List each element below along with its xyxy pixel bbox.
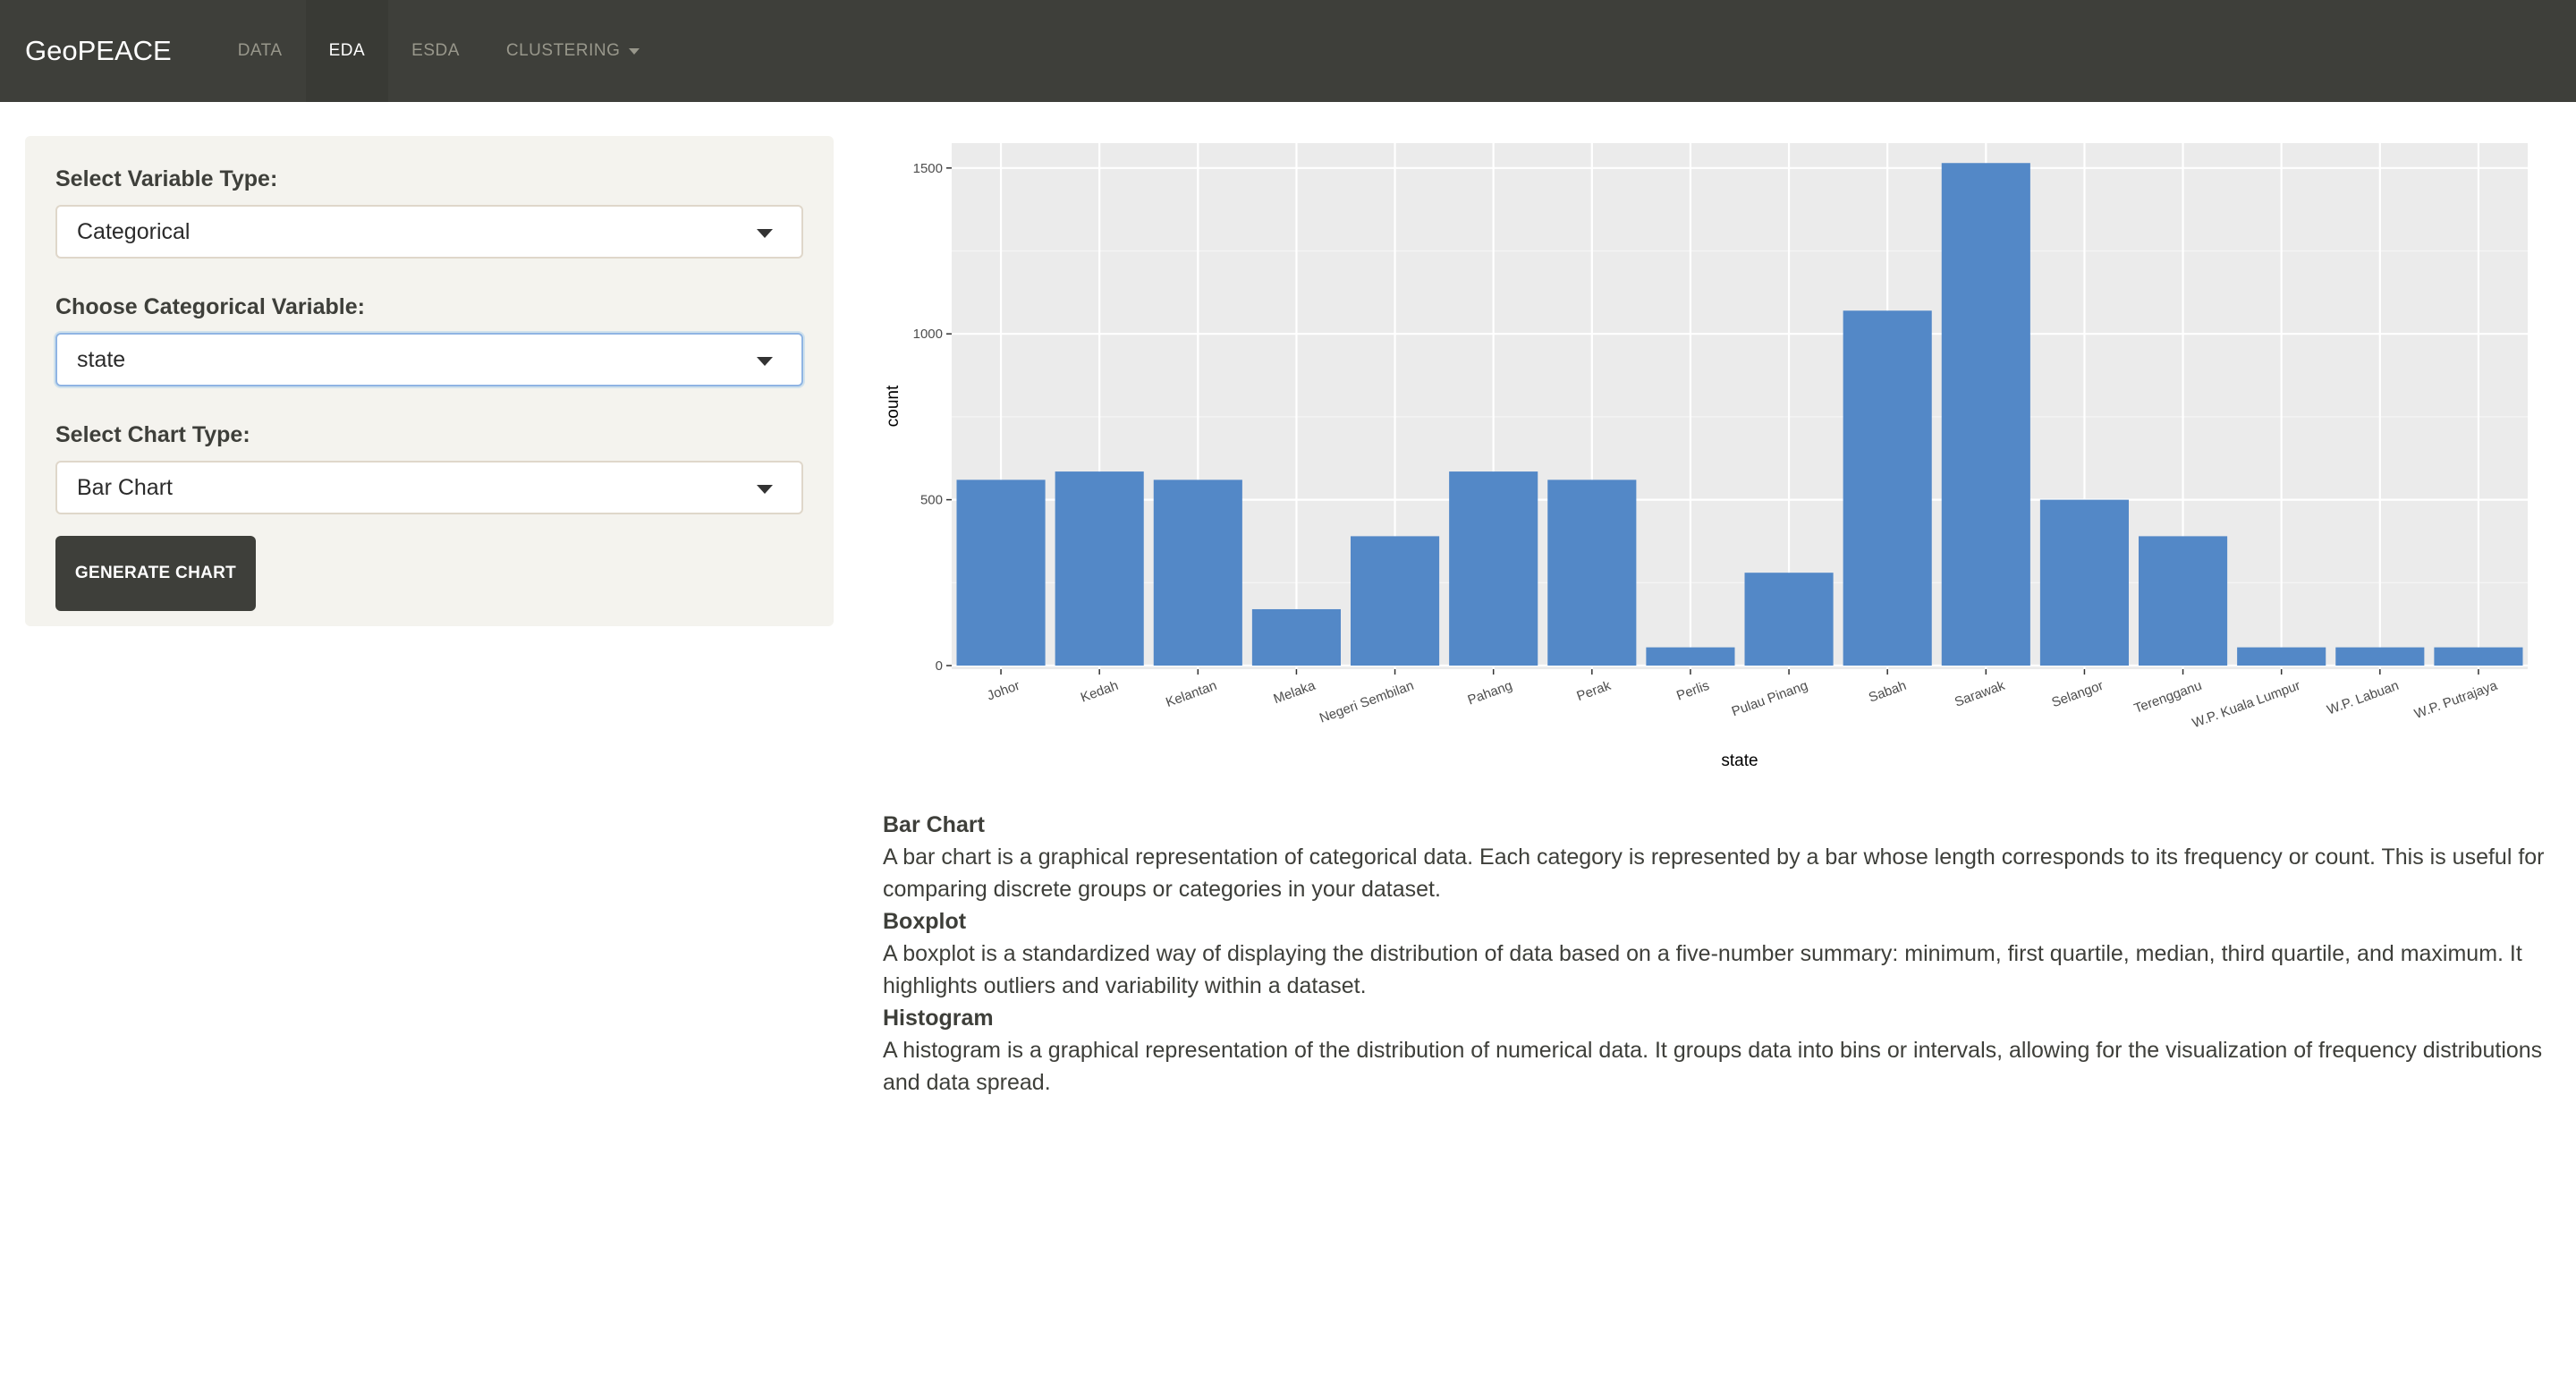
- x-tick-label: Pahang: [1466, 678, 1514, 709]
- nav-tab-label: EDA: [328, 41, 366, 60]
- caret-down-icon: [629, 47, 640, 55]
- chart-type-value: Bar Chart: [77, 474, 173, 500]
- chart-type-label: Select Chart Type:: [55, 422, 250, 447]
- bar: [1646, 647, 1735, 666]
- nav-tab-clustering[interactable]: CLUSTERING: [483, 0, 663, 102]
- y-tick-label: 0: [936, 658, 943, 674]
- x-tick-label: Melaka: [1272, 678, 1318, 708]
- y-axis-title: count: [884, 385, 902, 427]
- cat-var-value: state: [77, 346, 126, 372]
- bar: [1449, 471, 1538, 666]
- x-tick-label: W.P. Kuala Lumpur: [2190, 678, 2302, 732]
- bar: [1744, 573, 1834, 666]
- y-tick-label: 1000: [913, 327, 943, 342]
- bar: [956, 480, 1046, 666]
- cat-var-select[interactable]: state: [55, 333, 803, 386]
- chart-bars: [956, 163, 2523, 666]
- bar: [1547, 480, 1637, 666]
- bar: [2335, 647, 2425, 666]
- desc-title-boxplot: Boxplot: [883, 909, 967, 934]
- nav-tab-label: CLUSTERING: [505, 41, 621, 60]
- dropdown-arrow-icon: [757, 229, 773, 238]
- desc-title-bar-chart: Bar Chart: [883, 812, 985, 837]
- desc-text-histogram: A histogram is a graphical representatio…: [883, 1038, 2543, 1095]
- x-axis: Johor Kedah Kelantan Melaka Negeri Sembilan P…: [985, 669, 2500, 731]
- bar: [1351, 536, 1440, 666]
- desc-text-bar-chart: A bar chart is a graphical representatio…: [883, 845, 2545, 902]
- bar: [2139, 536, 2228, 666]
- desc-text-boxplot: A boxplot is a standardized way of displ…: [883, 941, 2522, 998]
- x-tick-label: Kedah: [1079, 678, 1121, 706]
- nav-tab-data[interactable]: DATA: [215, 0, 306, 102]
- dropdown-arrow-icon: [757, 485, 773, 494]
- bar: [1251, 608, 1341, 666]
- nav-tab-label: ESDA: [411, 41, 460, 60]
- x-tick-label: Perak: [1575, 678, 1614, 705]
- nav-tab-label: DATA: [237, 41, 283, 60]
- var-type-label: Select Variable Type:: [55, 166, 278, 191]
- bar: [2039, 499, 2129, 666]
- bar: [1843, 310, 1932, 666]
- x-tick-label: Perlis: [1674, 678, 1711, 704]
- x-tick-label: Sabah: [1867, 678, 1909, 706]
- desc-title-histogram: Histogram: [883, 1006, 994, 1031]
- x-tick-label: Negeri Sembilan: [1318, 678, 1416, 726]
- nav-tab-eda[interactable]: EDA: [305, 0, 389, 102]
- y-tick-label: 1500: [913, 161, 943, 176]
- dropdown-arrow-icon: [757, 357, 773, 366]
- x-axis-title: state: [1721, 751, 1758, 770]
- var-type-value: Categorical: [77, 218, 191, 244]
- y-tick-label: 500: [920, 493, 943, 508]
- bar: [1153, 480, 1242, 666]
- var-type-select[interactable]: Categorical: [55, 205, 803, 259]
- chart-descriptions: Bar Chart A bar chart is a graphical rep…: [883, 809, 2546, 1099]
- bar: [1941, 163, 2030, 666]
- bar: [2237, 647, 2326, 666]
- sidebar-panel: Select Variable Type: Categorical Choose…: [25, 136, 834, 626]
- x-tick-label: W.P. Putrajaya: [2412, 678, 2500, 722]
- navbar: GeoPEACE DATA EDA ESDA CLUSTERING: [0, 0, 2576, 102]
- bar: [2434, 647, 2523, 666]
- x-tick-label: W.P. Labuan: [2325, 678, 2401, 718]
- generate-chart-button[interactable]: GENERATE CHART: [55, 536, 256, 611]
- x-tick-label: Selangor: [2050, 678, 2106, 711]
- x-tick-label: Sarawak: [1953, 678, 2007, 710]
- nav-tab-esda[interactable]: ESDA: [388, 0, 483, 102]
- x-tick-label: Terengganu: [2132, 678, 2204, 717]
- x-tick-label: Johor: [985, 678, 1021, 704]
- x-tick-label: Kelantan: [1164, 678, 1218, 710]
- cat-var-label: Choose Categorical Variable:: [55, 294, 365, 319]
- y-axis: 0 500 1000 1500: [913, 161, 952, 674]
- chart-type-select[interactable]: Bar Chart: [55, 461, 803, 514]
- bar-chart: 0 500 1000 1500 Johor Kedah Kelantan Melaka Neg…: [884, 143, 2528, 770]
- x-tick-label: Pulau Pinang: [1730, 678, 1810, 720]
- bar: [1055, 471, 1144, 666]
- app-brand[interactable]: GeoPEACE: [25, 35, 172, 66]
